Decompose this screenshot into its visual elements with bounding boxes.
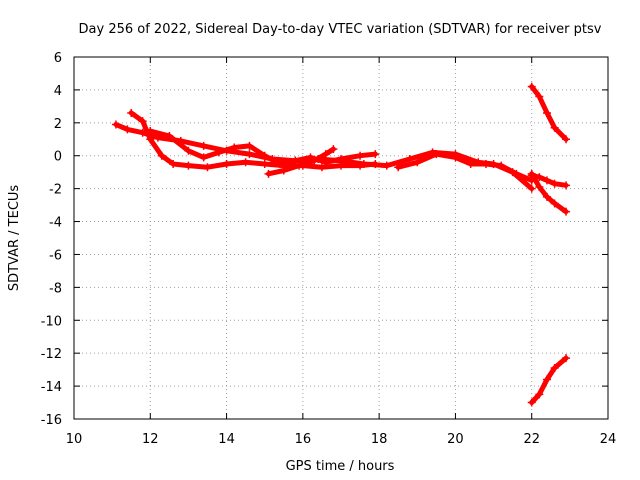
data-point: [481, 159, 490, 168]
x-tick-label: 22: [523, 432, 540, 447]
data-point: [241, 158, 250, 167]
data-point: [535, 92, 544, 101]
y-tick-label: 6: [54, 51, 62, 66]
data-point: [184, 146, 193, 155]
data-point: [512, 169, 521, 178]
data-point: [279, 166, 288, 175]
data-point: [371, 150, 380, 159]
x-tick-label: 18: [371, 432, 388, 447]
x-tick-label: 10: [66, 432, 83, 447]
data-point: [466, 159, 475, 168]
data-point: [562, 181, 571, 190]
data-point: [260, 151, 269, 160]
data-point: [356, 161, 365, 170]
y-tick-label: 2: [54, 117, 62, 132]
data-point: [245, 141, 254, 150]
data-point: [535, 182, 544, 191]
data-point: [199, 153, 208, 162]
data-point: [245, 150, 254, 159]
data-point: [394, 163, 403, 172]
data-point: [527, 184, 536, 193]
data-point: [214, 148, 223, 157]
data-point: [169, 159, 178, 168]
data-point: [310, 156, 319, 165]
data-point: [138, 117, 147, 126]
data-point: [222, 159, 231, 168]
data-point: [413, 158, 422, 167]
y-tick-label: -16: [41, 413, 62, 428]
data-point: [527, 169, 536, 178]
data-point: [550, 199, 559, 208]
data-point: [111, 120, 120, 129]
data-point: [146, 127, 155, 136]
y-tick-label: -4: [49, 216, 62, 231]
data-point: [535, 173, 544, 182]
data-point: [123, 125, 132, 134]
data-point: [562, 135, 571, 144]
x-axis-title: GPS time / hours: [286, 459, 395, 474]
data-point: [550, 123, 559, 132]
x-tick-label: 14: [218, 432, 235, 447]
data-point: [317, 163, 326, 172]
data-point: [291, 156, 300, 165]
y-tick-label: -8: [49, 281, 62, 296]
data-point: [295, 161, 304, 170]
data-point: [329, 145, 338, 154]
y-tick-label: -2: [49, 183, 62, 198]
data-point: [199, 141, 208, 150]
data-point: [562, 354, 571, 363]
data-point: [165, 131, 174, 140]
data-point: [275, 159, 284, 168]
x-tick-label: 20: [447, 432, 464, 447]
data-point: [184, 161, 193, 170]
plot-frame: [73, 56, 609, 420]
series-track-b: [128, 110, 378, 170]
data-point: [337, 155, 345, 164]
y-tick-label: -12: [41, 347, 62, 362]
data-point: [542, 375, 551, 384]
data-point: [321, 158, 330, 167]
y-tick-label: 4: [54, 84, 62, 99]
y-tick-label: -10: [41, 314, 62, 329]
x-tick-label: 16: [295, 432, 312, 447]
data-point: [157, 151, 166, 160]
data-point: [127, 108, 136, 117]
y-tick-label: -6: [49, 248, 62, 263]
plot-data: [111, 82, 571, 407]
data-point: [432, 150, 441, 159]
data-point: [264, 169, 273, 178]
y-tick-label: -14: [41, 380, 62, 395]
x-tick-label: 12: [142, 432, 159, 447]
data-point: [527, 398, 536, 407]
data-point: [382, 161, 391, 170]
data-point: [542, 108, 551, 117]
data-point: [260, 159, 269, 168]
data-point: [562, 207, 571, 216]
series-track-i: [529, 355, 569, 405]
data-point: [535, 390, 544, 399]
data-point: [321, 150, 330, 159]
data-point: [550, 179, 559, 188]
data-point: [146, 135, 155, 144]
data-point: [230, 143, 239, 152]
data-point: [542, 176, 551, 185]
y-tick-label: 0: [54, 150, 62, 165]
grid: [74, 57, 608, 419]
data-point: [542, 192, 551, 201]
y-axis-title: SDTVAR / TECUs: [7, 185, 22, 292]
data-point: [527, 82, 536, 91]
data-point: [203, 163, 212, 172]
data-point: [550, 363, 559, 372]
data-point: [371, 159, 380, 168]
data-point: [356, 151, 365, 160]
x-tick-label: 24: [600, 432, 617, 447]
data-point: [451, 153, 460, 162]
chart-title: Day 256 of 2022, Sidereal Day-to-day VTE…: [79, 22, 602, 37]
data-point: [497, 161, 506, 170]
